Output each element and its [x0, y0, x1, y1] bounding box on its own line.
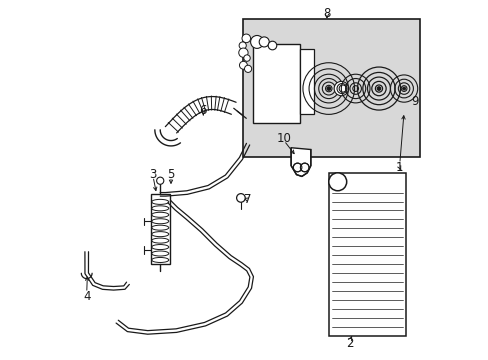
Circle shape	[328, 173, 346, 191]
Circle shape	[244, 55, 250, 61]
Circle shape	[402, 87, 405, 90]
Text: 8: 8	[323, 7, 330, 20]
Bar	[253, 44, 300, 123]
Circle shape	[326, 87, 330, 90]
Circle shape	[236, 194, 244, 202]
Text: 2: 2	[346, 337, 353, 350]
Circle shape	[259, 37, 269, 47]
Text: 10: 10	[276, 132, 291, 145]
Circle shape	[300, 163, 308, 172]
Text: 1: 1	[395, 161, 403, 174]
Circle shape	[242, 34, 250, 42]
Circle shape	[293, 163, 301, 172]
Circle shape	[239, 61, 247, 69]
Circle shape	[244, 65, 251, 72]
Text: 3: 3	[149, 168, 157, 181]
Text: 9: 9	[410, 95, 418, 108]
Text: 5: 5	[167, 168, 174, 181]
Circle shape	[267, 41, 276, 50]
Circle shape	[336, 84, 346, 94]
Text: 7: 7	[244, 193, 251, 206]
Circle shape	[238, 48, 247, 57]
Circle shape	[339, 85, 346, 92]
Polygon shape	[290, 148, 310, 176]
Circle shape	[250, 36, 263, 48]
Text: 6: 6	[199, 104, 206, 117]
Circle shape	[239, 42, 246, 49]
Text: 4: 4	[83, 290, 90, 303]
Bar	[151, 194, 169, 264]
Bar	[328, 173, 405, 336]
Circle shape	[333, 81, 348, 96]
Circle shape	[376, 87, 380, 90]
Bar	[300, 49, 314, 114]
Bar	[242, 19, 419, 157]
Circle shape	[156, 177, 163, 184]
